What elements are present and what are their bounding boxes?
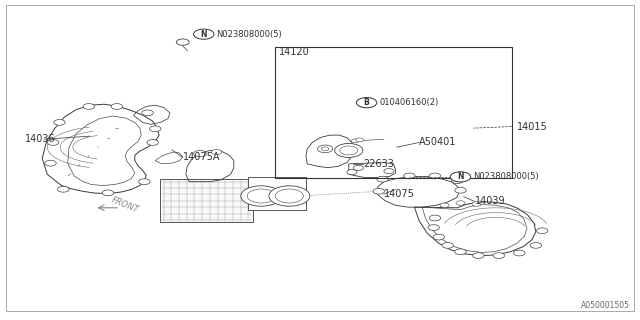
Text: 14036: 14036 xyxy=(25,134,56,144)
Circle shape xyxy=(176,39,189,45)
Bar xyxy=(275,47,511,178)
Text: A50401: A50401 xyxy=(419,138,456,148)
Circle shape xyxy=(456,201,465,205)
Circle shape xyxy=(428,225,440,230)
Circle shape xyxy=(241,186,282,206)
Circle shape xyxy=(275,189,303,203)
Circle shape xyxy=(193,29,214,39)
Bar xyxy=(248,177,306,210)
Circle shape xyxy=(429,215,441,221)
Text: 14075: 14075 xyxy=(384,189,415,199)
Circle shape xyxy=(353,165,364,171)
Text: B: B xyxy=(364,98,369,107)
Circle shape xyxy=(384,169,394,174)
Text: A050001505: A050001505 xyxy=(580,301,630,310)
Circle shape xyxy=(45,160,56,166)
Text: FRONT: FRONT xyxy=(110,195,140,214)
Circle shape xyxy=(452,178,463,184)
Circle shape xyxy=(455,188,467,193)
Circle shape xyxy=(451,172,470,182)
Circle shape xyxy=(142,110,154,116)
Circle shape xyxy=(340,146,358,155)
Circle shape xyxy=(433,234,445,240)
Circle shape xyxy=(150,126,161,132)
Circle shape xyxy=(247,189,275,203)
Circle shape xyxy=(269,186,310,206)
Circle shape xyxy=(211,149,221,155)
Circle shape xyxy=(442,243,454,248)
Circle shape xyxy=(83,104,95,109)
Bar xyxy=(161,179,253,222)
Circle shape xyxy=(455,249,467,255)
Circle shape xyxy=(530,243,541,248)
Text: N023808000(5): N023808000(5) xyxy=(216,30,282,39)
Text: 14120: 14120 xyxy=(278,47,309,57)
Circle shape xyxy=(58,187,69,192)
Text: N: N xyxy=(457,172,464,181)
Circle shape xyxy=(193,150,206,157)
Text: 14075A: 14075A xyxy=(182,152,220,163)
Circle shape xyxy=(317,145,333,153)
Text: 010406160(2): 010406160(2) xyxy=(380,98,438,107)
Circle shape xyxy=(472,253,484,259)
Circle shape xyxy=(440,203,449,207)
Circle shape xyxy=(472,202,481,206)
Circle shape xyxy=(429,173,441,179)
Circle shape xyxy=(356,138,364,142)
Circle shape xyxy=(377,176,388,182)
Circle shape xyxy=(356,98,377,108)
Circle shape xyxy=(513,250,525,256)
Circle shape xyxy=(111,104,123,109)
Text: 14039: 14039 xyxy=(474,196,505,206)
Circle shape xyxy=(335,143,363,157)
Text: N: N xyxy=(200,30,207,39)
Circle shape xyxy=(47,140,59,145)
Circle shape xyxy=(536,228,548,234)
Circle shape xyxy=(147,140,159,145)
Circle shape xyxy=(321,147,329,151)
Circle shape xyxy=(102,190,114,196)
Circle shape xyxy=(351,139,359,143)
Circle shape xyxy=(493,253,504,259)
Circle shape xyxy=(347,170,357,175)
Text: 22633: 22633 xyxy=(364,159,394,169)
Circle shape xyxy=(54,120,65,125)
Text: 14015: 14015 xyxy=(516,122,547,132)
Circle shape xyxy=(373,188,385,194)
Circle shape xyxy=(404,173,415,179)
Circle shape xyxy=(139,179,150,185)
Text: N023808000(5): N023808000(5) xyxy=(473,172,539,181)
